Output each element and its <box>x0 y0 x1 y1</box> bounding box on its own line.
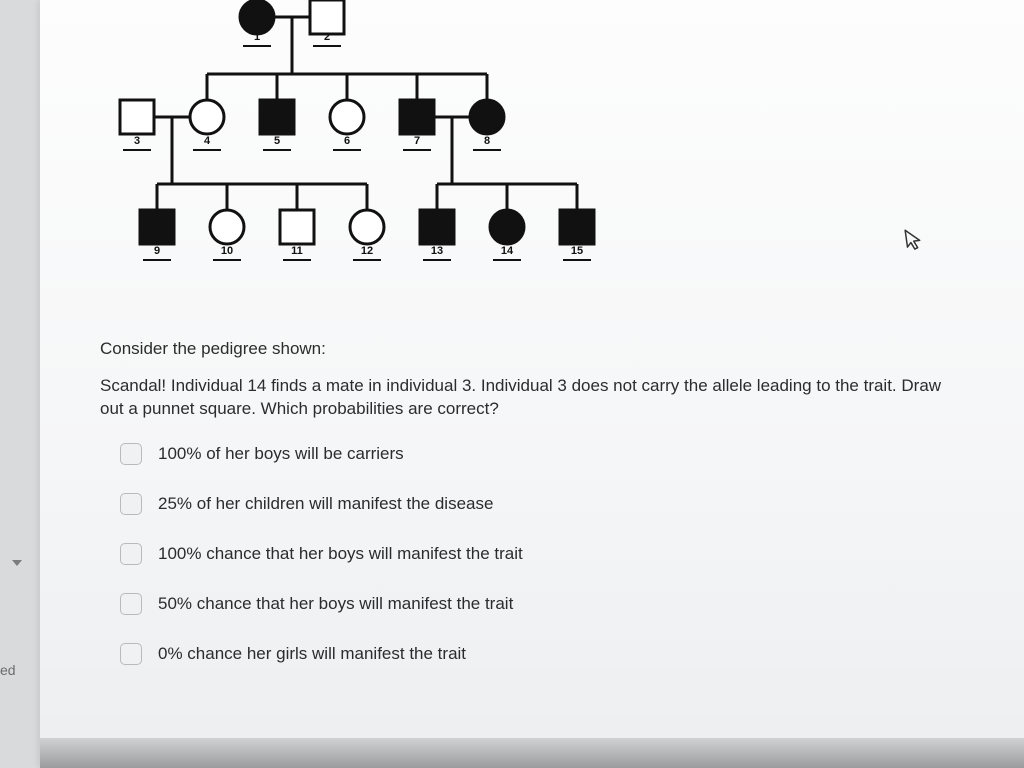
answer-label: 25% of her children will manifest the di… <box>158 494 493 514</box>
svg-text:8: 8 <box>484 135 490 147</box>
svg-text:9: 9 <box>154 245 160 257</box>
svg-text:1: 1 <box>254 31 260 43</box>
answer-label: 0% chance her girls will manifest the tr… <box>158 644 466 664</box>
svg-text:6: 6 <box>344 135 350 147</box>
checkbox-icon[interactable] <box>120 643 142 665</box>
answer-label: 100% chance that her boys will manifest … <box>158 544 523 564</box>
screen-bezel <box>40 738 1024 768</box>
sidebar-fragment: ed <box>0 662 16 678</box>
question-body: Scandal! Individual 14 finds a mate in i… <box>100 375 944 421</box>
answer-option[interactable]: 100% of her boys will be carriers <box>120 443 944 465</box>
svg-text:4: 4 <box>204 135 211 147</box>
answer-label: 100% of her boys will be carriers <box>158 444 404 464</box>
answer-option[interactable]: 50% chance that her boys will manifest t… <box>120 593 944 615</box>
svg-text:3: 3 <box>134 135 140 147</box>
checkbox-icon[interactable] <box>120 443 142 465</box>
checkbox-icon[interactable] <box>120 493 142 515</box>
svg-text:5: 5 <box>274 135 280 147</box>
svg-text:14: 14 <box>501 245 514 257</box>
pedigree-diagram: 123456789101112131415 <box>40 8 1024 328</box>
checkbox-icon[interactable] <box>120 593 142 615</box>
svg-text:2: 2 <box>324 31 330 43</box>
question-text: Consider the pedigree shown: Scandal! In… <box>40 328 1024 421</box>
answer-label: 50% chance that her boys will manifest t… <box>158 594 513 614</box>
question-card: 123456789101112131415 Consider the pedig… <box>40 0 1024 768</box>
answer-list: 100% of her boys will be carriers 25% of… <box>40 435 1024 665</box>
svg-text:12: 12 <box>361 245 373 257</box>
question-intro: Consider the pedigree shown: <box>100 338 944 361</box>
svg-text:15: 15 <box>571 245 583 257</box>
chevron-down-icon <box>12 560 22 566</box>
answer-option[interactable]: 25% of her children will manifest the di… <box>120 493 944 515</box>
checkbox-icon[interactable] <box>120 543 142 565</box>
svg-text:13: 13 <box>431 245 443 257</box>
answer-option[interactable]: 0% chance her girls will manifest the tr… <box>120 643 944 665</box>
svg-text:11: 11 <box>291 245 303 257</box>
svg-text:7: 7 <box>414 135 420 147</box>
answer-option[interactable]: 100% chance that her boys will manifest … <box>120 543 944 565</box>
svg-text:10: 10 <box>221 245 233 257</box>
